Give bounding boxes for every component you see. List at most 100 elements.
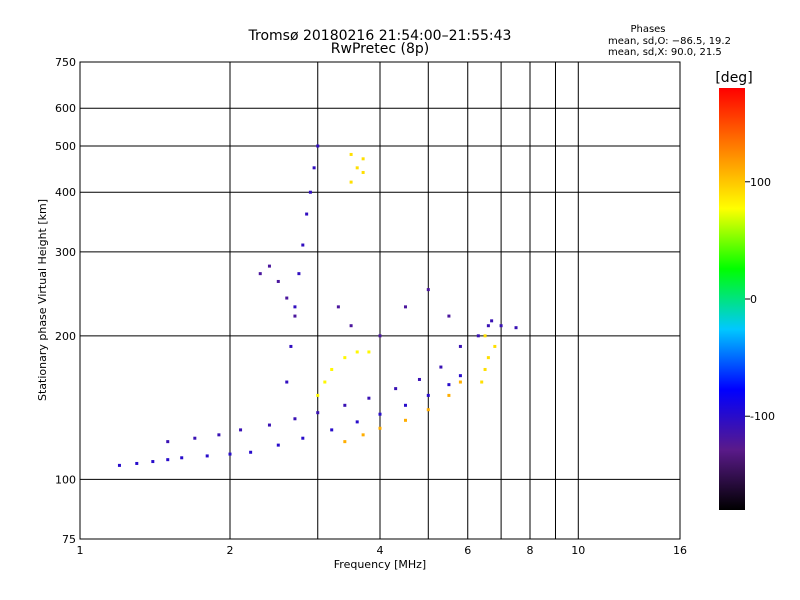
data-point [293, 305, 297, 309]
data-point [426, 288, 430, 292]
data-point [361, 157, 365, 161]
data-point [297, 272, 301, 276]
data-point [361, 170, 365, 174]
data-point [480, 380, 484, 384]
data-point [349, 324, 353, 328]
data-point [289, 344, 293, 348]
y-tick-label: 75 [62, 533, 76, 546]
data-point [217, 433, 221, 437]
data-point [355, 350, 359, 354]
colorbar [719, 88, 745, 510]
data-point [378, 334, 382, 338]
data-point [458, 344, 462, 348]
data-point [330, 428, 334, 432]
f-layer-cloud-points [258, 264, 451, 338]
data-point [267, 423, 271, 427]
x-tick-label: 10 [571, 544, 585, 557]
data-point [403, 418, 407, 422]
data-point [336, 305, 340, 309]
data-point [285, 296, 289, 300]
data-point [403, 403, 407, 407]
data-point [439, 365, 443, 369]
colorbar-tick-label: 100 [750, 176, 771, 189]
o-trace-lower-points [117, 374, 462, 467]
data-point [312, 166, 316, 170]
data-point [343, 403, 347, 407]
data-point [301, 436, 305, 440]
x-tick-label: 8 [527, 544, 534, 557]
data-point [193, 436, 197, 440]
data-point [166, 458, 170, 462]
data-point [117, 463, 121, 467]
data-point [417, 377, 421, 381]
data-point [276, 443, 280, 447]
data-point [486, 356, 490, 360]
data-point [403, 305, 407, 309]
y-tick-label: 100 [55, 473, 76, 486]
data-point [316, 411, 320, 415]
legend-line-o: mean, sd,O: −86.5, 19.2 [608, 36, 731, 47]
data-point [367, 350, 371, 354]
far-o-patch-points [476, 319, 518, 338]
colorbar-tick-label: 0 [750, 293, 757, 306]
y-axis-ticks: 75 100 200 300 400 500 600 750 [55, 56, 76, 546]
data-point [166, 440, 170, 444]
colorbar-ticks: 100 0 -100 [745, 176, 775, 423]
y-tick-label: 200 [55, 330, 76, 343]
data-point [323, 380, 327, 384]
data-point [378, 426, 382, 430]
data-point [514, 326, 518, 330]
data-point [355, 166, 359, 170]
data-point [205, 454, 209, 458]
legend-title: Phases [630, 24, 665, 35]
data-point [293, 417, 297, 421]
data-point [316, 393, 320, 397]
data-point [394, 387, 398, 391]
data-point [499, 324, 503, 328]
data-point [426, 408, 430, 412]
f2-x-branch-points [316, 350, 371, 397]
data-point [343, 356, 347, 360]
grid-lines [79, 61, 681, 540]
o-trace-upper-points [166, 344, 462, 444]
data-point [293, 314, 297, 318]
y-tick-label: 300 [55, 246, 76, 259]
y-tick-label: 500 [55, 140, 76, 153]
data-point [305, 212, 309, 216]
data-point [135, 461, 139, 465]
y-tick-label: 600 [55, 102, 76, 115]
data-point [458, 380, 462, 384]
x-axis-ticks: 1 2 4 6 8 10 16 [77, 544, 688, 557]
data-point [447, 383, 451, 387]
data-point [180, 456, 184, 460]
x-tick-label: 4 [377, 544, 384, 557]
data-point [378, 412, 382, 416]
data-point [308, 190, 312, 194]
chart-subtitle: RwPretec (8p) [331, 41, 429, 57]
x-trace-points [343, 380, 462, 444]
data-point [447, 314, 451, 318]
chart-title: Tromsø 20180216 21:54:00–21:55:43 [248, 28, 512, 44]
colorbar-tick-label: -100 [750, 410, 775, 423]
data-point [426, 393, 430, 397]
far-patch-points [480, 334, 497, 384]
data-point [483, 367, 487, 371]
y-tick-label: 400 [55, 186, 76, 199]
high-x-patch-points [349, 152, 365, 184]
data-points [117, 144, 518, 467]
x-tick-label: 6 [464, 544, 471, 557]
data-point [276, 279, 280, 283]
y-tick-label: 750 [55, 56, 76, 69]
data-point [458, 374, 462, 378]
colorbar-label: [deg] [715, 70, 752, 86]
data-point [355, 420, 359, 424]
data-point [349, 180, 353, 184]
f2-cusp-points [285, 144, 320, 384]
data-point [447, 393, 451, 397]
data-point [330, 367, 334, 371]
x-tick-label: 1 [77, 544, 84, 557]
data-point [239, 428, 243, 432]
x-tick-label: 16 [673, 544, 687, 557]
data-point [490, 319, 494, 323]
